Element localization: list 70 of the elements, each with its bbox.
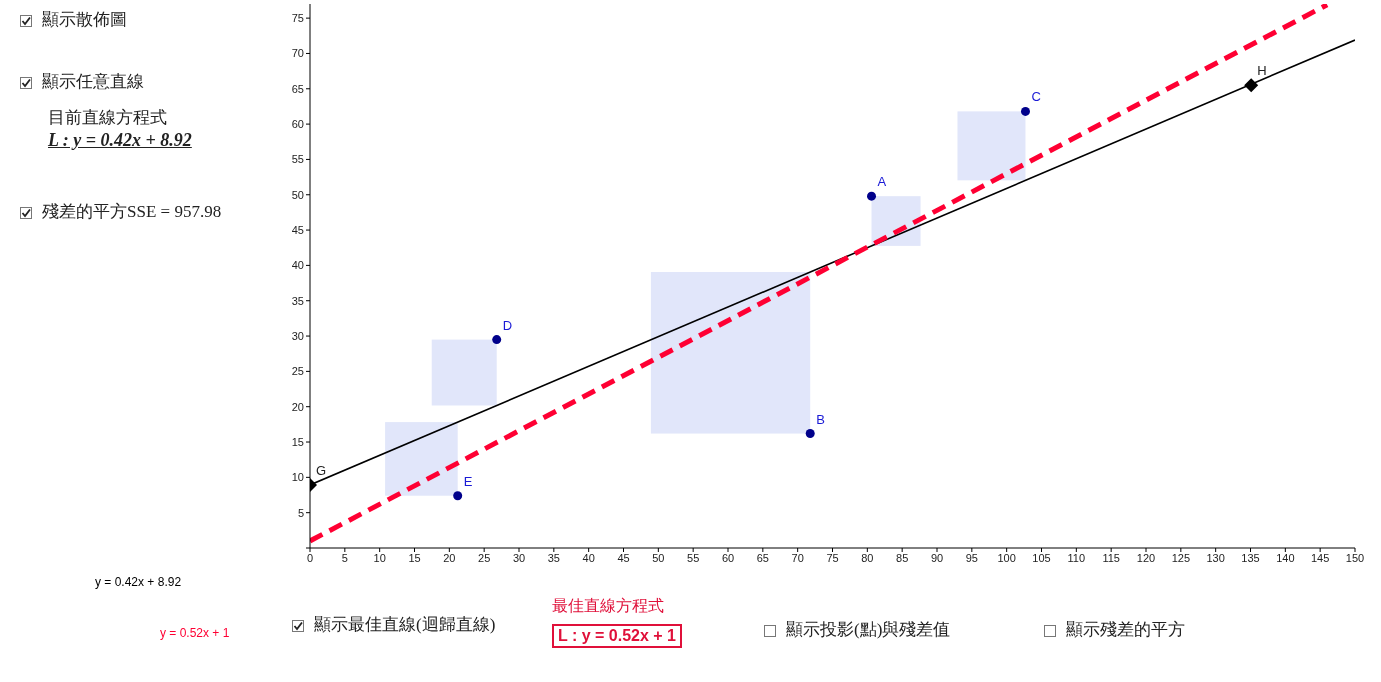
- y-tick-label: 65: [291, 82, 304, 95]
- x-tick-label: 85: [896, 551, 909, 564]
- y-tick-label: 15: [291, 435, 304, 448]
- annotation: G: [316, 462, 327, 478]
- x-tick-label: 45: [617, 551, 630, 564]
- text: L : y = 0.42x + 8.92: [48, 130, 192, 150]
- y-tick-label: 50: [291, 188, 304, 201]
- point: [1020, 106, 1030, 116]
- text: 殘差的平方SSE = 957.98: [42, 202, 222, 221]
- x-tick-label: 110: [1067, 551, 1086, 564]
- y-tick-label: 10: [291, 471, 304, 484]
- x-tick-label: 135: [1241, 551, 1260, 564]
- x-tick-label: 0: [306, 551, 314, 564]
- text: 顯示最佳直線(迴歸直線): [314, 615, 496, 634]
- x-tick-label: 5: [341, 551, 348, 564]
- text: 顯示任意直線: [42, 72, 144, 91]
- y-tick-label: 55: [291, 153, 304, 166]
- x-tick-label: 115: [1102, 551, 1120, 564]
- y-tick-label: 75: [291, 12, 304, 25]
- annotation: C: [1031, 89, 1041, 105]
- text: 顯示殘差的平方: [1066, 620, 1185, 639]
- x-tick-label: 10: [373, 551, 386, 564]
- x-tick-label: 75: [826, 551, 839, 564]
- text: 目前直線方程式: [48, 108, 167, 127]
- annotation: D: [502, 317, 513, 333]
- y-tick-label: 45: [291, 223, 304, 236]
- point: [492, 335, 502, 345]
- text: 最佳直線方程式: [552, 597, 664, 614]
- x-tick-label: 70: [791, 551, 804, 564]
- annotation: E: [463, 473, 473, 489]
- x-tick-label: 130: [1206, 551, 1225, 564]
- y-tick-label: 60: [291, 118, 304, 131]
- x-tick-label: 20: [443, 551, 456, 564]
- x-tick-label: 60: [721, 551, 735, 564]
- point: [453, 491, 463, 501]
- x-tick-label: 55: [687, 551, 700, 564]
- x-tick-label: 95: [965, 551, 978, 564]
- point: [805, 429, 815, 439]
- text: y = 0.52x + 1: [160, 626, 230, 640]
- y-tick-label: 20: [291, 400, 304, 413]
- text: y = 0.42x + 8.92: [95, 575, 182, 589]
- y-tick-label: 30: [291, 329, 304, 342]
- x-tick-label: 40: [582, 551, 595, 564]
- x-tick-label: 140: [1276, 551, 1295, 564]
- x-tick-label: 65: [756, 551, 769, 564]
- x-tick-label: 25: [478, 551, 491, 564]
- point: [867, 191, 877, 201]
- x-tick-label: 15: [408, 551, 421, 564]
- x-tick-label: 35: [547, 551, 560, 564]
- x-tick-label: 100: [997, 551, 1016, 564]
- x-tick-label: 90: [930, 551, 944, 564]
- x-tick-label: 30: [512, 551, 526, 564]
- text: 顯示散佈圖: [42, 10, 127, 29]
- y-tick-label: 35: [291, 294, 304, 307]
- x-tick-label: 125: [1171, 551, 1191, 564]
- y-tick-label: 25: [291, 365, 304, 378]
- y-tick-label: 70: [291, 47, 304, 60]
- x-tick-label: 150: [1345, 551, 1365, 564]
- x-tick-label: 105: [1032, 551, 1051, 564]
- annotation: A: [877, 174, 887, 190]
- x-tick-label: 50: [652, 551, 665, 564]
- y-tick-label: 40: [291, 259, 304, 272]
- x-tick-label: 120: [1136, 551, 1156, 564]
- annotation: H: [1257, 63, 1267, 79]
- frame: L : y = 0.52x + 1: [552, 624, 682, 648]
- y-tick-label: 5: [297, 506, 304, 519]
- text: 顯示投影(點)與殘差值: [786, 620, 951, 639]
- annotation: B: [816, 411, 825, 427]
- x-tick-label: 145: [1310, 551, 1330, 564]
- x-tick-label: 80: [861, 551, 874, 564]
